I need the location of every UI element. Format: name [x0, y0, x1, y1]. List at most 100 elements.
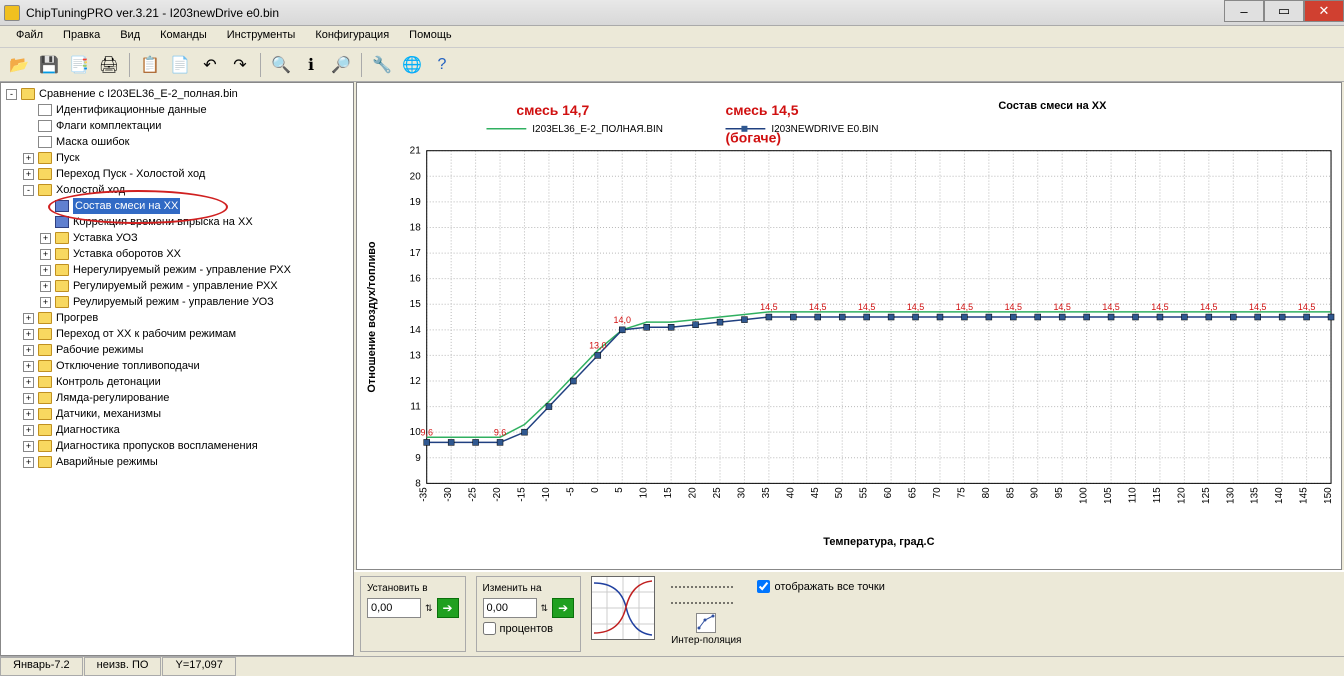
tree-item[interactable]: +Контроль детонации	[23, 374, 350, 390]
tree-label: Нерегулируемый режим - управление РХХ	[73, 262, 291, 278]
interp-button[interactable]: Интер-поляция	[671, 613, 741, 646]
tree-root[interactable]: -Сравнение с I203EL36_E-2_полная.bin	[6, 86, 350, 102]
tree-item[interactable]: +Датчики, механизмы	[23, 406, 350, 422]
minimize-button[interactable]: –	[1224, 0, 1264, 22]
mini-chart[interactable]	[591, 576, 655, 640]
search-button[interactable]: 🔎	[328, 52, 354, 78]
svg-text:110: 110	[1128, 487, 1139, 503]
svg-text:55: 55	[859, 487, 870, 499]
expand-icon[interactable]: +	[23, 361, 34, 372]
svg-text:75: 75	[956, 487, 967, 499]
network-button[interactable]: 🌐	[399, 52, 425, 78]
svg-text:130: 130	[1225, 487, 1236, 504]
show-points-row[interactable]: отображать все точки	[757, 580, 884, 593]
folder-icon	[38, 344, 52, 356]
tree-item[interactable]: + Отключение топливоподачи	[23, 358, 350, 374]
expand-icon[interactable]: -	[23, 185, 34, 196]
tree-item[interactable]: +Аварийные режимы	[23, 454, 350, 470]
expand-icon[interactable]: +	[23, 457, 34, 468]
svg-text:14,5: 14,5	[1102, 302, 1119, 312]
expand-icon[interactable]: +	[40, 233, 51, 244]
menu-Помощь[interactable]: Помощь	[399, 26, 462, 47]
menu-Инструменты[interactable]: Инструменты	[217, 26, 306, 47]
tree-item[interactable]: Идентификационные данные	[23, 102, 350, 118]
menu-Конфигурация[interactable]: Конфигурация	[305, 26, 399, 47]
tree-item[interactable]: -Холостой ход	[23, 182, 350, 198]
tree-item[interactable]: + Нерегулируемый режим - управление РХХ	[40, 262, 350, 278]
tree-item[interactable]: +Уставка оборотов ХХ	[40, 246, 350, 262]
svg-text:14,5: 14,5	[1200, 302, 1217, 312]
tree-label: Отключение топливоподачи	[56, 358, 200, 374]
copy-button[interactable]: 📋	[137, 52, 163, 78]
expand-icon[interactable]: +	[23, 313, 34, 324]
tree-pane[interactable]: -Сравнение с I203EL36_E-2_полная.binИден…	[0, 82, 354, 656]
menu-Файл[interactable]: Файл	[6, 26, 53, 47]
tree-item[interactable]: +Регулируемый режим - управление РХХ	[40, 278, 350, 294]
menu-Правка[interactable]: Правка	[53, 26, 110, 47]
tools-button[interactable]: 🔧	[369, 52, 395, 78]
expand-icon[interactable]: +	[23, 169, 34, 180]
tree-label: Маска ошибок	[56, 134, 129, 150]
tree-item[interactable]: + Рабочие режимы	[23, 342, 350, 358]
print-button[interactable]: 🖨	[96, 52, 122, 78]
chart-area[interactable]: -35-30-25-20-15-10-505101520253035404550…	[356, 82, 1342, 570]
undo-button[interactable]: ↶	[197, 52, 223, 78]
tree-item[interactable]: +Переход Пуск - Холостой ход	[23, 166, 350, 182]
redo-button[interactable]: ↷	[227, 52, 253, 78]
expand-icon[interactable]: +	[23, 153, 34, 164]
menu-Команды[interactable]: Команды	[150, 26, 217, 47]
tree-label: Коррекция времени впрыска на ХХ	[73, 214, 253, 230]
expand-icon[interactable]: +	[40, 249, 51, 260]
tree-item[interactable]: Состав смеси на ХХ	[40, 198, 350, 214]
expand-icon[interactable]: +	[23, 377, 34, 388]
tree-item[interactable]: +Диагностика	[23, 422, 350, 438]
titlebar: ChipTuningPRO ver.3.21 - I203newDrive e0…	[0, 0, 1344, 26]
save-as-button[interactable]: 📑	[66, 52, 92, 78]
svg-text:14,5: 14,5	[1053, 302, 1070, 312]
view-button[interactable]: 🔍	[268, 52, 294, 78]
tree-item[interactable]: Маска ошибок	[23, 134, 350, 150]
set-spin[interactable]: ⇅	[425, 603, 433, 614]
change-input[interactable]	[483, 598, 537, 618]
svg-text:смесь 14,7: смесь 14,7	[516, 102, 589, 118]
change-spin[interactable]: ⇅	[541, 603, 549, 614]
tree-item[interactable]: +Уставка УОЗ	[40, 230, 350, 246]
paste-button[interactable]: 📄	[167, 52, 193, 78]
tree-item[interactable]: +Прогрев	[23, 310, 350, 326]
expand-icon[interactable]: -	[6, 89, 17, 100]
svg-text:95: 95	[1054, 487, 1065, 499]
expand-icon[interactable]: +	[23, 441, 34, 452]
tree-item[interactable]: +Пуск	[23, 150, 350, 166]
info-button[interactable]: ℹ	[298, 52, 324, 78]
save-button[interactable]: 💾	[36, 52, 62, 78]
menu-Вид[interactable]: Вид	[110, 26, 150, 47]
expand-icon[interactable]: +	[23, 409, 34, 420]
change-apply-button[interactable]: ➔	[552, 598, 574, 618]
expand-icon[interactable]: +	[23, 393, 34, 404]
expand-icon[interactable]: +	[23, 425, 34, 436]
set-input[interactable]	[367, 598, 421, 618]
svg-text:14,5: 14,5	[1298, 302, 1315, 312]
close-button[interactable]: ✕	[1304, 0, 1344, 22]
maximize-button[interactable]: ▭	[1264, 0, 1304, 22]
tree-item[interactable]: +Диагностика пропусков воспламенения	[23, 438, 350, 454]
svg-text:14,5: 14,5	[858, 302, 875, 312]
open-button[interactable]: 📂	[6, 52, 32, 78]
show-points-checkbox[interactable]	[757, 580, 770, 593]
tree-item[interactable]: +Переход от ХХ к рабочим режимам	[23, 326, 350, 342]
expand-icon[interactable]: +	[40, 281, 51, 292]
percent-checkbox[interactable]	[483, 622, 496, 635]
tree-item[interactable]: +Лямда-регулирование	[23, 390, 350, 406]
tree-label: Рабочие режимы	[56, 342, 143, 358]
set-apply-button[interactable]: ➔	[437, 598, 459, 618]
tree-item[interactable]: Флаги комплектации	[23, 118, 350, 134]
expand-icon[interactable]: +	[23, 329, 34, 340]
expand-icon[interactable]: +	[40, 297, 51, 308]
expand-icon[interactable]: +	[40, 265, 51, 276]
tree-item[interactable]: +Реулируемый режим - управление УОЗ	[40, 294, 350, 310]
svg-text:-15: -15	[516, 487, 527, 502]
file-icon	[38, 136, 52, 148]
help-button[interactable]: ?	[429, 52, 455, 78]
tree-item[interactable]: Коррекция времени впрыска на ХХ	[40, 214, 350, 230]
expand-icon[interactable]: +	[23, 345, 34, 356]
